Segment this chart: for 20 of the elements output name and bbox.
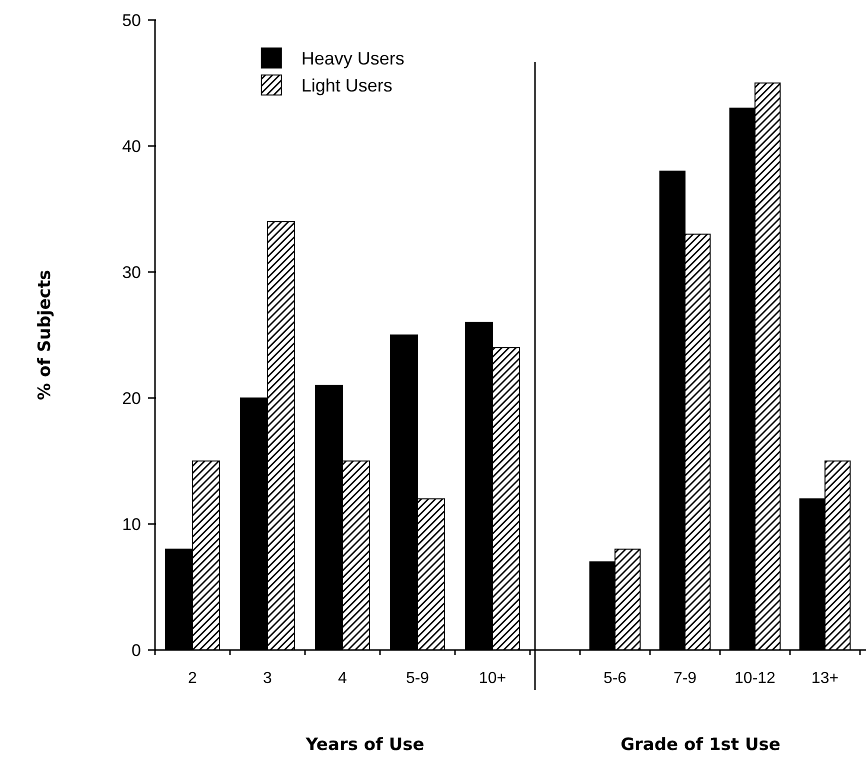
x-tick-label: 7-9 bbox=[673, 670, 697, 687]
y-tick-label: 20 bbox=[122, 388, 141, 408]
y-tick-label: 40 bbox=[122, 136, 141, 156]
y-tick-label: 10 bbox=[122, 514, 141, 534]
y-tick-label: 0 bbox=[132, 640, 141, 660]
y-axis-title: % of Subjects bbox=[35, 270, 55, 400]
x-axis-title: Years of Use bbox=[304, 735, 424, 755]
x-tick-label: 13+ bbox=[811, 670, 839, 687]
x-axis-title: Grade of 1st Use bbox=[620, 735, 780, 755]
x-tick-label: 5-9 bbox=[406, 670, 430, 687]
x-tick-label: 2 bbox=[188, 670, 198, 687]
y-tick-label: 30 bbox=[122, 262, 141, 282]
x-tick-label: 10+ bbox=[478, 670, 506, 687]
x-tick-label: 4 bbox=[338, 670, 348, 687]
y-tick-label: 50 bbox=[122, 10, 141, 30]
x-tick-label: 3 bbox=[263, 670, 272, 687]
x-tick-label: 5-6 bbox=[603, 670, 627, 687]
x-tick-label: 10-12 bbox=[734, 670, 776, 687]
legend-label: Heavy Users bbox=[301, 48, 404, 68]
legend-label: Light Users bbox=[301, 75, 392, 96]
